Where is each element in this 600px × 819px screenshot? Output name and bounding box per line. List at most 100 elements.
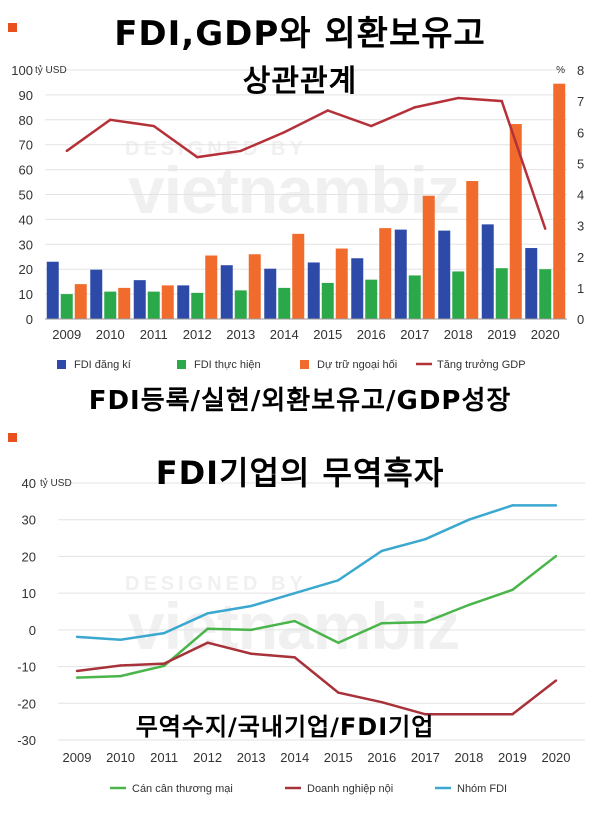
domestic-line (76, 641, 557, 716)
bar-fdi-disbursed (321, 282, 334, 319)
trade-balance-point (162, 664, 166, 668)
trade-balance-point (511, 588, 514, 592)
x-tick-label: 2014 (280, 750, 309, 765)
gdp-growth-point (370, 124, 373, 128)
bar-fdi-disbursed (452, 271, 465, 319)
gdp-growth-point (326, 109, 329, 112)
x-tick-label: 2018 (454, 750, 483, 765)
gdp-growth-point (500, 99, 503, 103)
x-tick-label: 2013 (237, 750, 266, 765)
domestic-point (424, 713, 427, 716)
gdp-growth-point (152, 124, 155, 128)
bar-fdi-disbursed (408, 275, 421, 319)
gdp-growth-point (196, 155, 199, 159)
y2-tick-label: 1 (577, 281, 584, 296)
x-tick-label: 2011 (150, 750, 178, 765)
y-tick-label: 0 (29, 623, 36, 638)
y-tick-label: 20 (19, 262, 33, 277)
bar-fdi-registered (220, 265, 233, 319)
x-tick-label: 2009 (63, 750, 92, 765)
legend-swatch (57, 360, 66, 369)
gdp-growth-point (413, 106, 416, 109)
y-tick-label: 30 (22, 513, 36, 528)
bar-fdi-disbursed (104, 291, 117, 319)
x-tick-label: 2019 (498, 750, 527, 765)
y-tick-label: 60 (19, 163, 33, 178)
fdi-gdp-reserves-chart: 0 10 20 30 40 50 60 70 80 90 100 0 1 2 3 4 5 6 7 8 tỷ USD % 20… (11, 63, 584, 371)
section-marker (8, 23, 17, 32)
legend-label: Cán cân thương mại (132, 783, 233, 795)
bar-fx-reserves (509, 124, 522, 320)
bar-fdi-disbursed (60, 294, 73, 319)
fdi-group-line (76, 504, 556, 642)
trade-balance-point (75, 676, 79, 679)
y2-tick-label: 6 (577, 125, 584, 140)
bar-fdi-registered (177, 285, 190, 319)
y2-tick-label: 2 (577, 250, 584, 265)
fdi-group-point (249, 604, 253, 608)
y-tick-label: 80 (19, 113, 33, 128)
bar-fdi-disbursed (539, 269, 552, 319)
trade-balance-point (119, 674, 122, 678)
y2-tick-label: 3 (577, 219, 584, 234)
trade-balance-point (206, 627, 209, 630)
x-tick-label: 2015 (324, 750, 353, 765)
fdi-group-point (206, 612, 209, 615)
bar-fdi-disbursed (495, 268, 508, 319)
bar-fdi-registered (351, 258, 364, 319)
y2-tick-label: 0 (577, 312, 584, 327)
bar-fx-reserves (466, 181, 479, 319)
x-tick-label: 2016 (367, 750, 396, 765)
x-tick-label: 2020 (531, 327, 560, 342)
trade-balance-point (337, 641, 340, 644)
fdi-group-point (119, 638, 122, 641)
fdi-group-point (337, 579, 340, 582)
chart2-title: FDI기업의 무역흑자 (155, 454, 445, 492)
bar-fdi-registered (307, 262, 320, 319)
bar-fx-reserves (161, 285, 174, 319)
bar-fdi-disbursed (234, 290, 247, 319)
x-tick-label: 2017 (411, 750, 440, 765)
domestic-point (249, 652, 253, 655)
domestic-point (467, 713, 471, 716)
y-tick-label: 20 (22, 549, 36, 564)
gdp-growth-point (457, 96, 460, 100)
y-tick-label: 90 (19, 88, 33, 103)
bar-fdi-registered (525, 248, 538, 319)
chart1-title-line1: FDI,GDP와 외환보유고 (114, 14, 486, 54)
y-tick-label: 70 (19, 138, 33, 153)
y-tick-label: 30 (19, 237, 33, 252)
legend-label: Tăng trưởng GDP (437, 359, 526, 371)
gdp-growth-point (544, 227, 547, 230)
domestic-point (119, 664, 122, 667)
y-tick-label: -30 (17, 733, 36, 748)
trade-balance-point (424, 620, 427, 624)
bar-fdi-registered (46, 261, 59, 319)
fdi-group-point (162, 631, 166, 635)
y-tick-label: 10 (19, 287, 33, 302)
section-marker (8, 433, 17, 442)
bar-fdi-disbursed (147, 291, 160, 319)
bar-fx-reserves (248, 254, 261, 319)
fdi-group-point (554, 504, 558, 507)
domestic-point (337, 691, 340, 694)
legend-label: FDI thực hiện (194, 359, 261, 371)
bar-fx-reserves (379, 228, 392, 319)
gdp-growth-point (239, 149, 242, 153)
fdi-group-point (293, 591, 296, 595)
trade-balance-chart: -30 -20 -10 0 10 20 30 40 tỷ USD 2009 2010 2011 2012… (17, 476, 585, 795)
trade-balance-point (293, 619, 296, 623)
bar-fdi-registered (90, 269, 103, 319)
chart2-subtitle: 무역수지/국내기업/FDI기업 (135, 713, 435, 741)
legend-swatch (300, 360, 309, 369)
x-tick-label: 2010 (96, 327, 125, 342)
chart1-subtitle: FDI등록/실현/외환보유고/GDP성장 (88, 386, 512, 416)
x-tick-label: 2012 (193, 750, 222, 765)
y-tick-label: 0 (26, 312, 33, 327)
bar-fdi-registered (394, 229, 407, 319)
x-tick-label: 2014 (270, 327, 299, 342)
bar-fx-reserves (422, 195, 435, 319)
bar-fx-reserves (335, 248, 348, 319)
x-tick-label: 2012 (183, 327, 212, 342)
y-unit-label: tỷ USD (35, 64, 67, 76)
